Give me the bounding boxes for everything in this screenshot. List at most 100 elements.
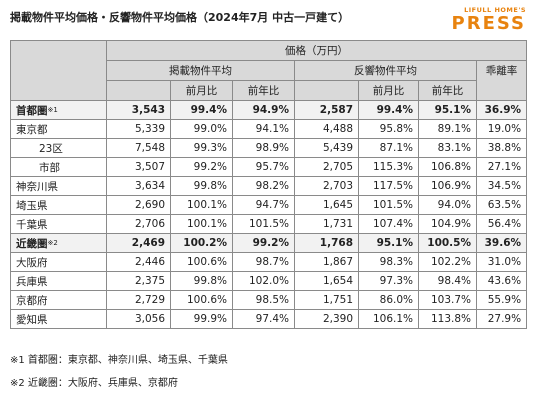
value-cell: 99.8% (170, 176, 233, 196)
page-title: 掲載物件平均価格・反響物件平均価格（2024年7月 中古一戸建て） (10, 11, 350, 24)
header-empty (475, 80, 528, 101)
region-name: 千葉県 (16, 218, 48, 231)
value-cell: 3,543 (106, 100, 171, 120)
footnote-1: ※1 首都圏：東京都、神奈川県、埼玉県、千葉県 (10, 355, 228, 366)
value-cell: 94.9% (232, 100, 295, 120)
footnote-marker: ※1 (47, 105, 58, 114)
value-cell: 99.2% (232, 233, 295, 253)
value-cell: 7,548 (106, 138, 171, 158)
listing-header: 掲載物件平均 (106, 60, 295, 81)
value-cell: 1,867 (294, 252, 359, 272)
region-name: 兵庫県 (16, 275, 48, 288)
region-cell: 愛知県 (10, 309, 107, 329)
table-row: 愛知県 3,056 99.9% 97.4% 2,390 106.1% 113.8% 27.9% (10, 309, 528, 329)
header-corner (10, 60, 107, 81)
value-cell: 94.1% (232, 119, 295, 139)
value-cell: 98.4% (418, 271, 477, 291)
region-name: 京都府 (16, 294, 48, 307)
region-name: 埼玉県 (16, 199, 48, 212)
header-empty (294, 80, 359, 101)
value-cell: 2,375 (106, 271, 171, 291)
inquiry-yoy-header: 前年比 (418, 80, 477, 101)
value-cell: 100.2% (170, 233, 233, 253)
value-cell: 19.0% (475, 119, 528, 139)
value-cell: 100.6% (170, 290, 233, 310)
value-cell: 3,507 (106, 157, 171, 177)
value-cell: 95.7% (232, 157, 295, 177)
header-row-1: 価格（万円） (10, 40, 528, 61)
region-name: 神奈川県 (16, 180, 58, 193)
inquiry-mom-header: 前月比 (358, 80, 419, 101)
table-row: 23区 7,548 99.3% 98.9% 5,439 87.1% 83.1% 38.8% (10, 138, 528, 158)
value-cell: 106.9% (418, 176, 477, 196)
region-cell: 市部 (10, 157, 107, 177)
value-cell: 104.9% (418, 214, 477, 234)
region-cell: 東京都 (10, 119, 107, 139)
value-cell: 2,703 (294, 176, 359, 196)
value-cell: 31.0% (475, 252, 528, 272)
value-cell: 99.2% (170, 157, 233, 177)
value-cell: 100.1% (170, 195, 233, 215)
table-row: 近畿圏※2 2,469 100.2% 99.2% 1,768 95.1% 100.5% 39.… (10, 233, 528, 253)
table-row: 市部 3,507 99.2% 95.7% 2,705 115.3% 106.8% 27.1% (10, 157, 528, 177)
region-name: 近畿圏 (16, 237, 48, 250)
header-corner (10, 40, 107, 61)
value-cell: 2,390 (294, 309, 359, 329)
value-cell: 102.0% (232, 271, 295, 291)
value-cell: 95.1% (358, 233, 419, 253)
value-cell: 43.6% (475, 271, 528, 291)
value-cell: 98.9% (232, 138, 295, 158)
listing-mom-header: 前月比 (170, 80, 233, 101)
value-cell: 3,056 (106, 309, 171, 329)
region-name: 23区 (39, 142, 63, 155)
region-name: 首都圏 (16, 104, 48, 117)
logo-subtitle: LIFULL HOME'S (464, 6, 526, 14)
value-cell: 83.1% (418, 138, 477, 158)
value-cell: 4,488 (294, 119, 359, 139)
header-corner (10, 80, 107, 101)
region-cell: 大阪府 (10, 252, 107, 272)
gap-header: 乖離率 (475, 60, 528, 81)
value-cell: 27.1% (475, 157, 528, 177)
value-cell: 115.3% (358, 157, 419, 177)
value-cell: 99.4% (170, 100, 233, 120)
value-cell: 106.1% (358, 309, 419, 329)
value-cell: 101.5% (232, 214, 295, 234)
value-cell: 2,587 (294, 100, 359, 120)
value-cell: 2,690 (106, 195, 171, 215)
value-cell: 100.6% (170, 252, 233, 272)
region-cell: 千葉県 (10, 214, 107, 234)
value-cell: 101.5% (358, 195, 419, 215)
value-cell: 5,339 (106, 119, 171, 139)
value-cell: 106.8% (418, 157, 477, 177)
region-cell: 首都圏※1 (10, 100, 107, 120)
value-cell: 97.4% (232, 309, 295, 329)
value-cell: 103.7% (418, 290, 477, 310)
price-header: 価格（万円） (105, 40, 528, 61)
value-cell: 34.5% (475, 176, 528, 196)
value-cell: 99.8% (170, 271, 233, 291)
value-cell: 99.3% (170, 138, 233, 158)
value-cell: 99.9% (170, 309, 233, 329)
value-cell: 56.4% (475, 214, 528, 234)
value-cell: 2,705 (294, 157, 359, 177)
value-cell: 2,446 (106, 252, 171, 272)
value-cell: 99.4% (358, 100, 419, 120)
value-cell: 1,654 (294, 271, 359, 291)
value-cell: 2,469 (106, 233, 171, 253)
brand-logo: LIFULL HOME'S PRESS (452, 6, 526, 33)
value-cell: 1,751 (294, 290, 359, 310)
region-cell: 埼玉県 (10, 195, 107, 215)
value-cell: 5,439 (294, 138, 359, 158)
region-cell: 近畿圏※2 (10, 233, 107, 253)
header-empty (106, 80, 171, 101)
value-cell: 2,729 (106, 290, 171, 310)
value-cell: 98.7% (232, 252, 295, 272)
region-cell: 神奈川県 (10, 176, 107, 196)
value-cell: 27.9% (475, 309, 528, 329)
value-cell: 117.5% (358, 176, 419, 196)
footnote-2: ※2 近畿圏：大阪府、兵庫県、京都府 (10, 378, 178, 389)
price-table: 価格（万円） 掲載物件平均 反響物件平均 乖離率 前月比 前年比 前月比 前年比… (10, 40, 528, 329)
value-cell: 1,645 (294, 195, 359, 215)
value-cell: 100.5% (418, 233, 477, 253)
